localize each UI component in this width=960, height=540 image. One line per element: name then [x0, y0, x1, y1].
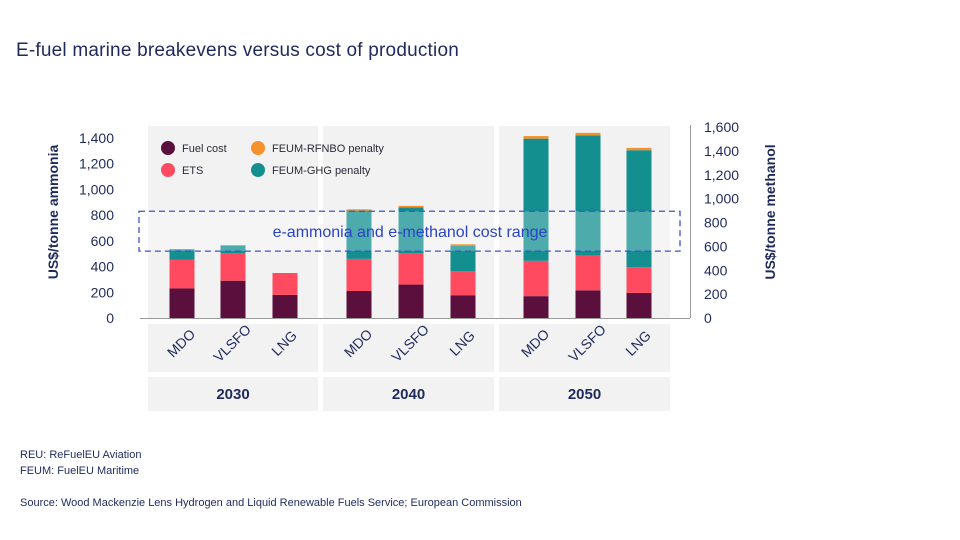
footnote-source: Source: Wood Mackenzie Lens Hydrogen and…: [20, 497, 522, 509]
right-y-tick-label: 200: [704, 286, 728, 302]
right-y-tick-label: 800: [704, 215, 728, 231]
bar-2040-vlsfo-fuel-cost: [398, 284, 424, 318]
bar-2050-vlsfo-feum-rfnbo-penalty: [575, 132, 601, 136]
bar-2040-mdo-fuel-cost: [346, 291, 372, 318]
bar-2050-vlsfo-ets: [575, 255, 601, 291]
bar-2030-vlsfo-fuel-cost: [220, 280, 246, 318]
stacked-bars: [169, 132, 652, 318]
bar-2050-mdo-feum-rfnbo-penalty: [523, 136, 549, 139]
year-group-label-2040: 2040: [392, 386, 425, 403]
cost-range-box: [138, 210, 681, 252]
bar-2040-lng-ets: [450, 271, 476, 296]
left-y-tick-label: 400: [91, 259, 115, 275]
legend-label-fuel-cost: Fuel cost: [182, 143, 227, 155]
legend-marker-fuel-cost: [161, 141, 175, 155]
bar-2040-lng-feum-rfnbo-penalty: [450, 244, 476, 246]
bar-2040-vlsfo-feum-rfnbo-penalty: [398, 205, 424, 208]
left-y-tick-label: 0: [106, 310, 114, 326]
left-y-tick-label: 800: [91, 207, 115, 223]
year-panel-2040: [323, 377, 494, 411]
bar-2040-mdo-ets: [346, 258, 372, 291]
year-panel-2030: [148, 377, 318, 411]
footnote-reu: REU: ReFuelEU Aviation: [20, 449, 142, 461]
bar-2030-vlsfo-feum-ghg-penalty: [220, 245, 246, 254]
category-panel-2040: [323, 324, 494, 372]
left-y-tick-label: 1,000: [79, 181, 114, 197]
bar-2040-lng-fuel-cost: [450, 295, 476, 318]
right-y-axis: 0 200 400 600 800 1,000 1,200 1,400 1,600 US$/ton…: [690, 119, 778, 326]
bar-2050-vlsfo-feum-ghg-penalty: [575, 135, 601, 256]
bar-2030-mdo-feum-ghg-penalty: [169, 249, 195, 260]
right-y-axis-label: US$/tonne methanol: [762, 144, 778, 279]
bar-2050-lng-feum-rfnbo-penalty: [626, 147, 652, 151]
bar-2030-lng-ets: [272, 273, 298, 295]
legend-marker-feum-ghg-penalty: [251, 163, 265, 177]
right-y-tick-label: 1,400: [704, 143, 739, 159]
year-panel-2050: [499, 377, 670, 411]
footnote-feum: FEUM: FuelEU Maritime: [20, 465, 140, 477]
legend-marker-ets: [161, 163, 175, 177]
category-panel-2050: [499, 324, 670, 372]
bar-2050-mdo-fuel-cost: [523, 296, 549, 318]
slide-title: E-fuel marine breakevens versus cost of …: [16, 40, 459, 61]
cost-range-band: e-ammonia and e-methanol cost range: [138, 210, 681, 252]
bar-2050-lng-fuel-cost: [626, 292, 652, 318]
legend-label-ets: ETS: [182, 165, 203, 177]
bar-2030-mdo-fuel-cost: [169, 288, 195, 318]
legend-marker-feum-rfnbo-penalty: [251, 141, 265, 155]
right-y-tick-label: 1,200: [704, 167, 739, 183]
bar-2030-mdo-ets: [169, 259, 195, 289]
bar-2040-mdo-feum-rfnbo-penalty: [346, 209, 372, 211]
bar-2030-vlsfo-ets: [220, 253, 246, 281]
bar-2050-mdo-ets: [523, 260, 549, 297]
bar-2050-lng-feum-ghg-penalty: [626, 150, 652, 268]
bar-2040-vlsfo-ets: [398, 253, 424, 285]
year-group-label-2030: 2030: [216, 386, 249, 403]
right-y-tick-label: 1,000: [704, 191, 739, 207]
bar-2050-lng-ets: [626, 267, 652, 293]
right-y-tick-label: 1,600: [704, 119, 739, 135]
legend-label-feum-rfnbo-penalty: FEUM-RFNBO penalty: [272, 143, 384, 155]
right-y-tick-label: 600: [704, 238, 728, 254]
left-y-tick-label: 200: [91, 284, 115, 300]
x-axis-year-groups: 2030 2040 2050: [216, 386, 601, 403]
left-y-tick-label: 1,400: [79, 130, 114, 146]
left-y-tick-label: 600: [91, 233, 115, 249]
bar-2050-vlsfo-fuel-cost: [575, 290, 601, 318]
chart-legend: Fuel cost FEUM-RFNBO penalty ETS FEUM-GHG p…: [161, 141, 384, 177]
cost-range-annotation: e-ammonia and e-methanol cost range: [273, 224, 548, 241]
right-y-tick-label: 400: [704, 262, 728, 278]
bar-2040-vlsfo-feum-ghg-penalty: [398, 207, 424, 254]
left-y-axis-label: US$/tonne ammonia: [45, 145, 61, 280]
year-group-label-2050: 2050: [568, 386, 601, 403]
category-panel-2030: [148, 324, 318, 372]
bar-2040-lng-feum-ghg-penalty: [450, 245, 476, 272]
bar-2050-mdo-feum-ghg-penalty: [523, 138, 549, 261]
legend-label-feum-ghg-penalty: FEUM-GHG penalty: [272, 165, 371, 177]
bar-2030-lng-fuel-cost: [272, 294, 298, 318]
left-y-tick-label: 1,200: [79, 156, 114, 172]
left-y-axis: 0 200 400 600 800 1,000 1,200 1,400 US$/tonne am…: [45, 130, 114, 326]
right-y-tick-label: 0: [704, 310, 712, 326]
